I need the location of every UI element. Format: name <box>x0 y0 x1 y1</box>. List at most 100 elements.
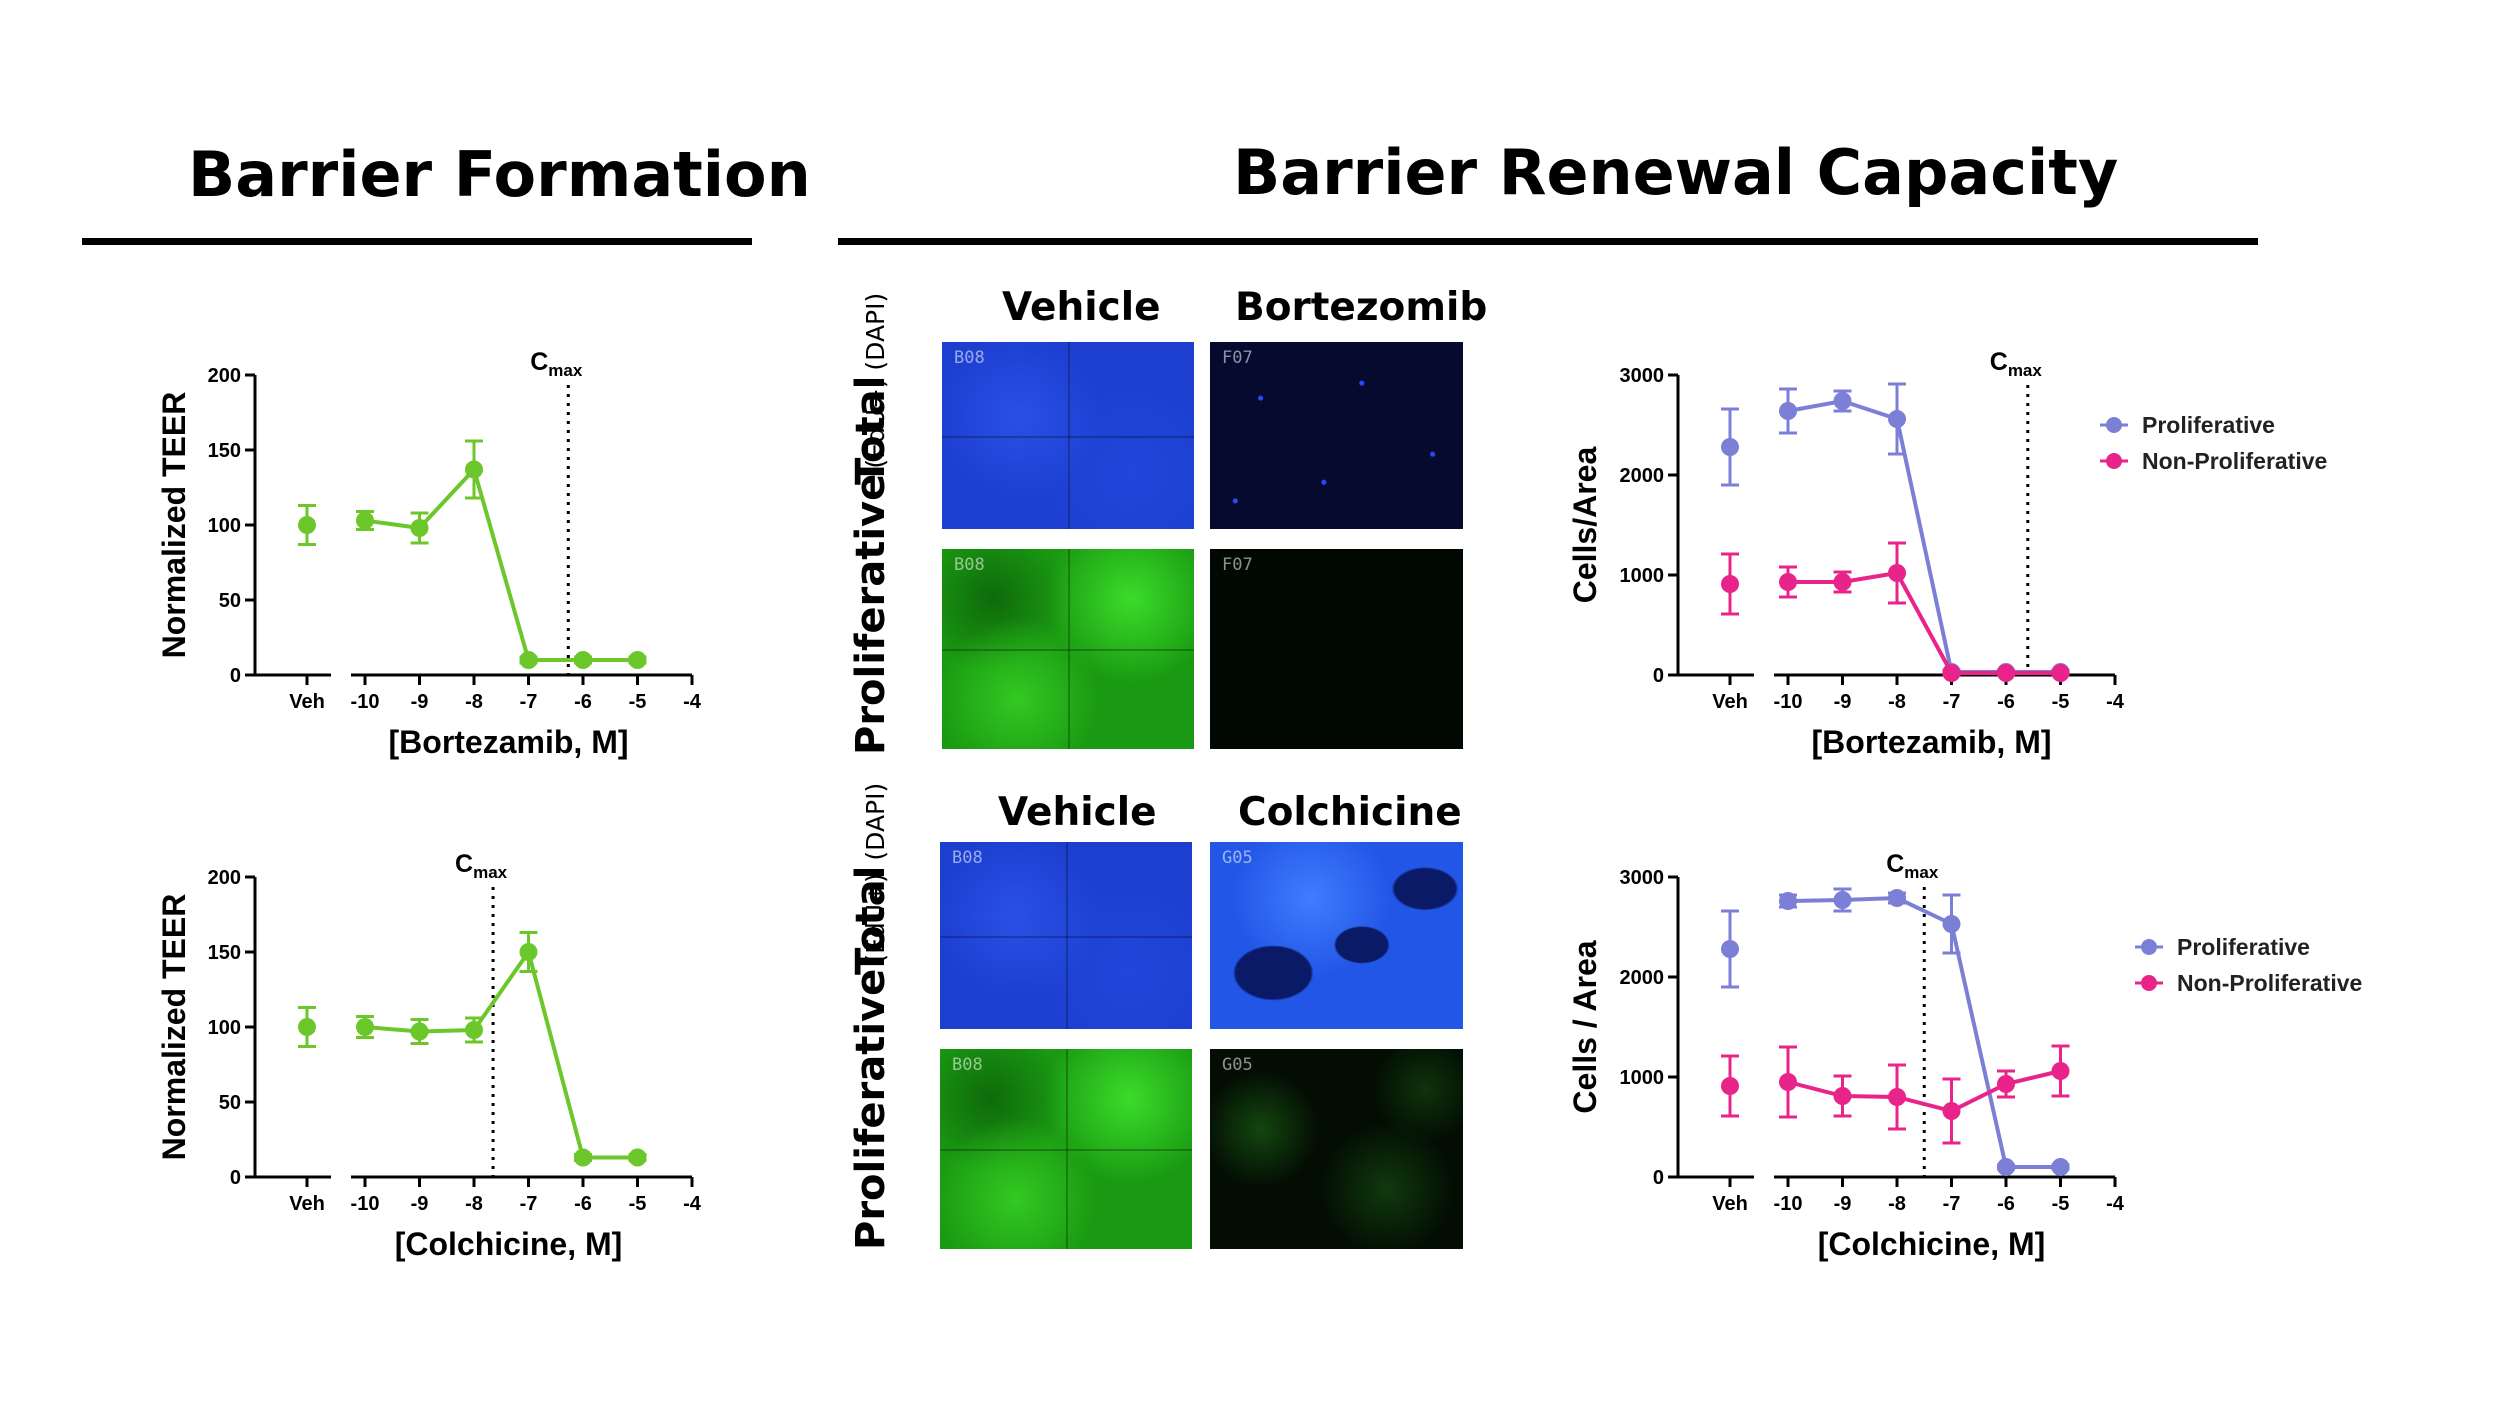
cmax-label: Cmax <box>1990 348 2043 380</box>
data-point <box>1888 1088 1906 1106</box>
y-axis-title: Cells / Area <box>1567 940 1603 1113</box>
y-tick-label: 2000 <box>1620 465 1665 487</box>
well-id: B08 <box>952 848 983 868</box>
y-tick-label: 2000 <box>1620 967 1665 989</box>
series-proliferative <box>1721 887 2070 1176</box>
bottom-colchicine-label: Colchicine <box>1238 790 1462 835</box>
data-point <box>1997 664 2015 682</box>
y-tick-label: 100 <box>208 1017 241 1039</box>
y-tick-label: 0 <box>230 1167 241 1189</box>
y-tick-label: 50 <box>219 590 241 612</box>
x-tick-label: -4 <box>2106 1193 2125 1215</box>
legend-swatch <box>2106 453 2122 469</box>
data-point <box>1833 1087 1852 1105</box>
x-tick-label: -6 <box>574 691 592 713</box>
x-tick-label: -8 <box>465 691 483 713</box>
data-point <box>2051 664 2070 682</box>
y-tick-label: 1000 <box>1620 565 1665 587</box>
y-axis-title: Cells/Area <box>1567 447 1603 604</box>
x-tick-label: -5 <box>2052 691 2070 713</box>
well-id: G05 <box>1222 848 1253 868</box>
row-label-sub: (DAPI) <box>861 782 890 861</box>
data-point <box>1942 915 1961 933</box>
well-id: B08 <box>952 1055 983 1075</box>
series-non-proliferative <box>1721 1044 2070 1145</box>
series-line <box>364 947 638 1160</box>
cmax-label: Cmax <box>455 850 508 882</box>
y-tick-label: 200 <box>208 867 241 889</box>
data-point <box>574 651 592 669</box>
row-label-main: Proliferative <box>848 473 894 755</box>
row-label-main: Proliferative <box>848 968 894 1250</box>
bottom-colchicine-dapi-image: G05 <box>1210 842 1463 1029</box>
series-line <box>1788 570 2061 675</box>
cmax-label: Cmax <box>530 348 583 380</box>
x-axis-title: [Colchicine, M] <box>395 1226 623 1262</box>
x-tick-label: -6 <box>1997 691 2015 713</box>
x-tick-label: -5 <box>629 1193 647 1215</box>
data-point <box>410 1022 429 1041</box>
series-line <box>1787 895 2061 1169</box>
top-bortezomib-edu-image: F07 <box>1210 549 1463 749</box>
data-point <box>1779 402 1797 420</box>
x-tick-label: -5 <box>2052 1193 2070 1215</box>
x-tick-label: -10 <box>351 1193 380 1215</box>
teer-colchicine-chart: 0 50 100 150 200 Normalized TEER Veh -10 -9 -8 -7 -… <box>156 850 702 1262</box>
teer-bortezomib-chart: 0 50 100 150 200 Normalized TEER Veh -10 -9 -8 -7 -… <box>156 348 702 760</box>
legend-swatch <box>2141 975 2157 991</box>
data-point <box>1942 1102 1961 1120</box>
data-point <box>1779 1073 1797 1091</box>
legend-swatch <box>2141 939 2157 955</box>
x-tick-label: -7 <box>520 1193 538 1215</box>
bottom-colchicine-edu-image: G05 <box>1210 1049 1463 1249</box>
y-tick-label: 3000 <box>1620 365 1665 387</box>
y-axis-title: Normalized TEER <box>156 392 192 659</box>
x-tick-label: -10 <box>1774 1193 1803 1215</box>
well-id: B08 <box>954 348 985 368</box>
x-tick-label: -7 <box>520 691 538 713</box>
series-line <box>1787 398 2061 674</box>
x-tick-label: -8 <box>465 1193 483 1215</box>
row-label-sub: (EdU+) <box>861 378 890 469</box>
y-tick-label: 1000 <box>1620 1067 1665 1089</box>
data-point <box>1779 573 1797 591</box>
data-point <box>1721 575 1739 593</box>
top-proliferative-row-label: Proliferative (EdU+) <box>848 378 894 755</box>
y-tick-label: 50 <box>219 1092 241 1114</box>
series-non-proliferative <box>1721 541 2070 682</box>
data-point <box>1888 564 1906 582</box>
x-axis-title: [Bortezamib, M] <box>1812 724 2052 760</box>
x-axis-title: [Bortezamib, M] <box>389 724 629 760</box>
legend-label: Proliferative <box>2142 412 2275 438</box>
data-point <box>574 1148 592 1167</box>
data-point <box>1888 410 1906 428</box>
x-tick-label: -7 <box>1943 691 1961 713</box>
x-tick-label: -8 <box>1888 1193 1906 1215</box>
data-point <box>2051 1062 2070 1080</box>
top-vehicle-dapi-image: B08 <box>942 342 1194 529</box>
data-point <box>1997 1158 2015 1176</box>
barrier-renewal-heading: Barrier Renewal Capacity <box>1233 136 2119 209</box>
x-tick-label: -9 <box>1834 691 1852 713</box>
data-point <box>356 1018 374 1036</box>
legend-label: Proliferative <box>2177 934 2310 960</box>
well-id: G05 <box>1222 1055 1253 1075</box>
legend-swatch <box>2106 417 2122 433</box>
row-label-sub: (DAPI) <box>861 292 890 371</box>
well-id: B08 <box>954 555 985 575</box>
y-tick-label: 150 <box>208 942 241 964</box>
row-label-sub: (EdU+) <box>861 873 890 964</box>
data-point <box>1721 438 1739 456</box>
y-tick-label: 0 <box>230 665 241 687</box>
data-point <box>519 651 538 669</box>
top-bortezomib-label: Bortezomib <box>1235 285 1488 330</box>
top-bortezomib-dapi-image: F07 <box>1210 342 1463 529</box>
data-point <box>1721 1077 1739 1095</box>
x-tick-label: Veh <box>289 1193 325 1215</box>
x-tick-label: -8 <box>1888 691 1906 713</box>
x-tick-label: Veh <box>1712 691 1748 713</box>
cmax-label: Cmax <box>1886 850 1939 882</box>
top-vehicle-edu-image: B08 <box>942 549 1194 749</box>
barrier-formation-heading: Barrier Formation <box>188 138 811 211</box>
x-tick-label: -4 <box>683 691 702 713</box>
